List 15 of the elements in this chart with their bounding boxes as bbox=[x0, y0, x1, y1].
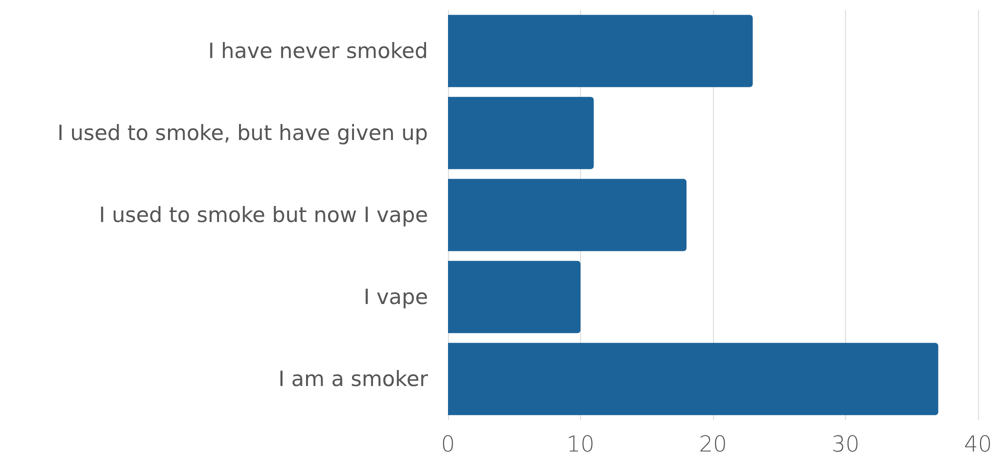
x-tick-label: 20 bbox=[699, 432, 727, 458]
y-tick-label: I am a smoker bbox=[278, 367, 428, 391]
bar bbox=[448, 342, 938, 416]
x-tick-label: 30 bbox=[832, 432, 860, 458]
x-tick-label: 0 bbox=[441, 432, 455, 458]
bar bbox=[448, 96, 594, 170]
bar bbox=[448, 260, 580, 334]
bar bbox=[448, 14, 753, 88]
bar bbox=[448, 178, 686, 252]
x-tick-label: 40 bbox=[964, 432, 992, 458]
y-tick-label: I used to smoke but now I vape bbox=[98, 203, 428, 227]
x-tick-label: 10 bbox=[566, 432, 594, 458]
y-tick-label: I have never smoked bbox=[208, 39, 428, 63]
y-tick-label: I vape bbox=[364, 285, 428, 309]
y-tick-label: I used to smoke, but have given up bbox=[57, 121, 428, 145]
